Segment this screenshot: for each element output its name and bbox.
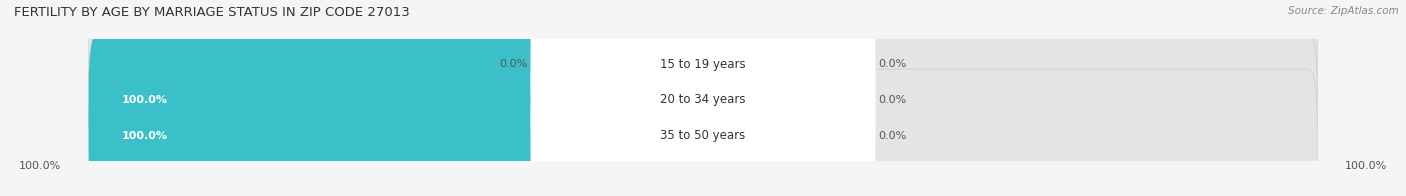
Text: 100.0%: 100.0% xyxy=(1344,161,1386,171)
FancyBboxPatch shape xyxy=(530,0,876,196)
FancyBboxPatch shape xyxy=(650,26,707,103)
Text: 0.0%: 0.0% xyxy=(879,95,907,105)
Text: 0.0%: 0.0% xyxy=(879,59,907,69)
FancyBboxPatch shape xyxy=(650,97,707,174)
Text: Source: ZipAtlas.com: Source: ZipAtlas.com xyxy=(1288,6,1399,16)
FancyBboxPatch shape xyxy=(89,69,711,196)
FancyBboxPatch shape xyxy=(699,97,756,174)
Text: 100.0%: 100.0% xyxy=(122,95,167,105)
Text: 0.0%: 0.0% xyxy=(499,59,527,69)
FancyBboxPatch shape xyxy=(530,0,876,164)
FancyBboxPatch shape xyxy=(89,0,1317,131)
Text: 35 to 50 years: 35 to 50 years xyxy=(661,129,745,142)
Text: 15 to 19 years: 15 to 19 years xyxy=(661,58,745,71)
FancyBboxPatch shape xyxy=(89,34,711,166)
FancyBboxPatch shape xyxy=(89,69,1317,196)
FancyBboxPatch shape xyxy=(89,34,1317,166)
FancyBboxPatch shape xyxy=(650,62,707,138)
Text: 0.0%: 0.0% xyxy=(879,131,907,141)
FancyBboxPatch shape xyxy=(530,36,876,196)
FancyBboxPatch shape xyxy=(699,62,756,138)
Text: FERTILITY BY AGE BY MARRIAGE STATUS IN ZIP CODE 27013: FERTILITY BY AGE BY MARRIAGE STATUS IN Z… xyxy=(14,6,409,19)
Text: 100.0%: 100.0% xyxy=(122,131,167,141)
Text: 20 to 34 years: 20 to 34 years xyxy=(661,93,745,106)
Text: 100.0%: 100.0% xyxy=(20,161,62,171)
FancyBboxPatch shape xyxy=(699,26,756,103)
